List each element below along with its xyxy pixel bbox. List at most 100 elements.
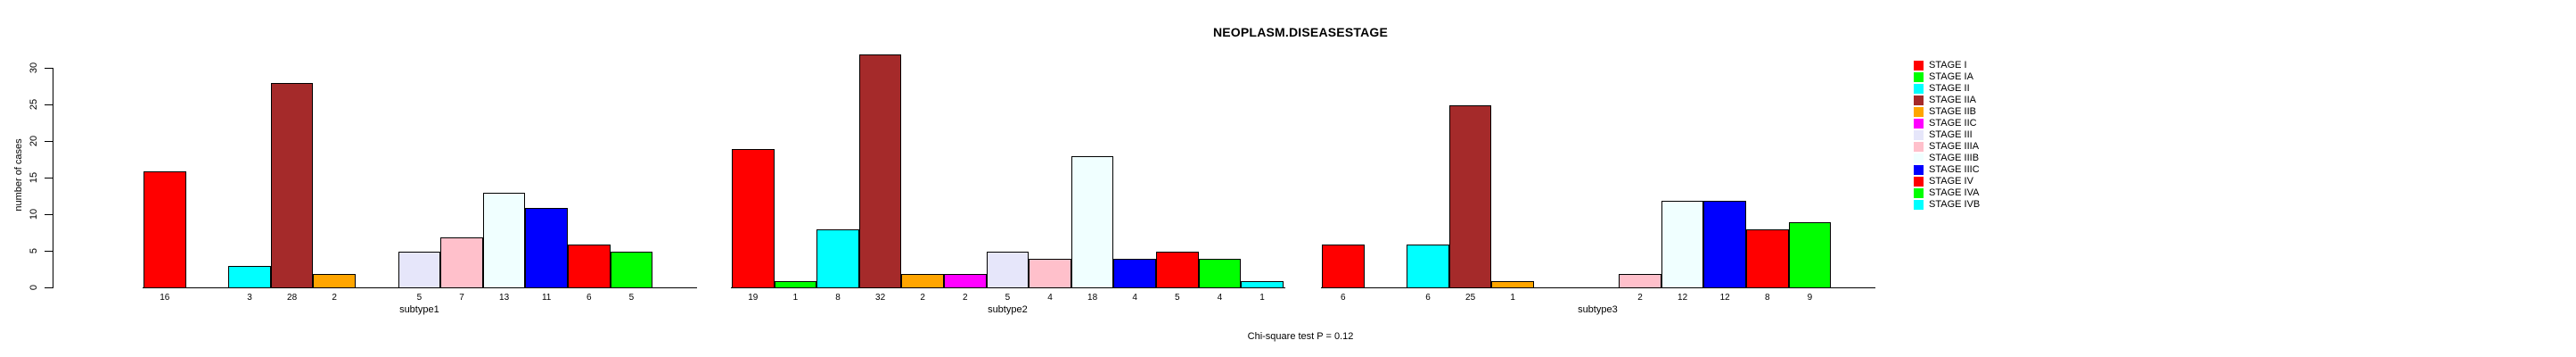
- bar-value-label: 18: [1087, 293, 1098, 303]
- y-axis-tick-label: 25: [29, 98, 39, 111]
- bar-value-label: 8: [835, 293, 841, 303]
- bar-value-label: 1: [1510, 293, 1515, 303]
- legend-label: STAGE IIIB: [1929, 153, 1980, 163]
- legend-item: STAGE IVA: [1914, 187, 1980, 199]
- legend-label: STAGE IA: [1929, 71, 1973, 82]
- bar-value-label: 2: [1637, 293, 1643, 303]
- bar-stage-iic: [944, 274, 987, 288]
- legend-swatch: [1914, 200, 1924, 210]
- bar-value-label: 8: [1765, 293, 1770, 303]
- bar-stage-ii: [228, 266, 271, 288]
- bar-stage-ia: [774, 281, 817, 288]
- bar-stage-iia: [270, 83, 314, 288]
- group-label: subtype2: [988, 304, 1028, 315]
- bar-value-label: 5: [1175, 293, 1180, 303]
- bar-stage-iv: [1156, 252, 1199, 288]
- bar-stage-iii: [398, 252, 441, 288]
- bar-stage-ivb: [1241, 281, 1284, 288]
- bar-stage-iib: [1491, 281, 1534, 288]
- legend-label: STAGE III: [1929, 129, 1973, 140]
- bar-stage-iia: [858, 54, 902, 288]
- legend-item: STAGE III: [1914, 129, 1980, 141]
- legend-item: STAGE I: [1914, 60, 1980, 71]
- chi-square-note: Chi-square test P = 0.12: [1247, 331, 1354, 342]
- bar-stage-ii: [1407, 245, 1449, 288]
- bar-value-label: 5: [1005, 293, 1011, 303]
- bar-stage-iiib: [1661, 201, 1704, 288]
- bar-stage-iv: [568, 245, 611, 288]
- bar-value-label: 16: [160, 293, 170, 303]
- bar-value-label: 25: [1465, 293, 1476, 303]
- bar-stage-iiia: [1619, 274, 1661, 288]
- bar-value-label: 19: [748, 293, 759, 303]
- bar-value-label: 4: [1132, 293, 1137, 303]
- x-axis-line: [1321, 287, 1875, 288]
- bar-value-label: 32: [875, 293, 886, 303]
- y-axis-tick-label: 10: [29, 208, 39, 220]
- legend-item: STAGE IIC: [1914, 118, 1980, 129]
- y-axis-tick: [45, 251, 53, 252]
- bar-value-label: 4: [1217, 293, 1223, 303]
- legend-item: STAGE IVB: [1914, 199, 1980, 211]
- y-axis-title: number of cases: [13, 138, 24, 212]
- legend-label: STAGE IIB: [1929, 106, 1976, 117]
- legend-swatch: [1914, 72, 1924, 82]
- legend-swatch: [1914, 119, 1924, 129]
- legend-item: STAGE IV: [1914, 176, 1980, 187]
- legend-item: STAGE II: [1914, 83, 1980, 95]
- legend-item: STAGE IA: [1914, 71, 1980, 83]
- bar-value-label: 2: [920, 293, 925, 303]
- legend-label: STAGE II: [1929, 83, 1970, 94]
- legend-item: STAGE IIIA: [1914, 141, 1980, 153]
- bar-stage-iii: [986, 252, 1030, 288]
- legend-swatch: [1914, 154, 1924, 163]
- bar-value-label: 12: [1719, 293, 1730, 303]
- bar-value-label: 9: [1807, 293, 1813, 303]
- bar-stage-iiia: [440, 237, 483, 288]
- bar-value-label: 6: [587, 293, 592, 303]
- bar-stage-iia: [1448, 105, 1492, 288]
- legend-item: STAGE IIB: [1914, 106, 1980, 118]
- bar-value-label: 6: [1341, 293, 1346, 303]
- bar-value-label: 3: [247, 293, 252, 303]
- y-axis-tick: [45, 68, 53, 69]
- legend-swatch: [1914, 165, 1924, 175]
- legend-label: STAGE IIA: [1929, 95, 1976, 105]
- legend-swatch: [1914, 84, 1924, 94]
- bar-value-label: 13: [499, 293, 510, 303]
- y-axis-tick-label: 15: [29, 171, 39, 184]
- bar-stage-i: [732, 149, 775, 288]
- legend-label: STAGE IIIC: [1929, 164, 1980, 175]
- bar-value-label: 6: [1425, 293, 1431, 303]
- group-label: subtype1: [399, 304, 439, 315]
- bar-stage-iib: [901, 274, 944, 288]
- bar-value-label: 5: [628, 293, 635, 303]
- y-axis-tick: [45, 104, 53, 105]
- legend-label: STAGE IIIA: [1929, 141, 1980, 152]
- legend: STAGE I STAGE IA STAGE II STAGE IIA STAGE II…: [1914, 60, 1980, 211]
- legend-swatch: [1914, 61, 1924, 71]
- y-axis-tick: [45, 287, 53, 288]
- y-axis-tick-label: 20: [29, 135, 39, 147]
- y-axis-tick-label: 30: [29, 62, 39, 74]
- y-axis-tick: [45, 141, 53, 142]
- bar-stage-iiib: [482, 193, 526, 288]
- legend-swatch: [1914, 188, 1924, 198]
- bar-value-label: 2: [332, 293, 337, 303]
- legend-item: STAGE IIIC: [1914, 164, 1980, 176]
- bar-value-label: 28: [287, 293, 298, 303]
- legend-swatch: [1914, 142, 1924, 152]
- y-axis-tick-label: 5: [29, 247, 39, 254]
- legend-swatch: [1914, 95, 1924, 105]
- bar-stage-i: [1322, 245, 1365, 288]
- bar-stage-iiic: [525, 208, 568, 288]
- legend-label: STAGE IIC: [1929, 118, 1977, 129]
- bar-value-label: 1: [792, 293, 799, 303]
- bar-stage-iiib: [1071, 156, 1114, 288]
- bar-stage-i: [144, 171, 186, 288]
- legend-label: STAGE IV: [1929, 176, 1973, 187]
- y-axis-tick: [45, 214, 53, 215]
- bar-value-label: 2: [963, 293, 968, 303]
- bar-stage-iva: [1198, 259, 1242, 288]
